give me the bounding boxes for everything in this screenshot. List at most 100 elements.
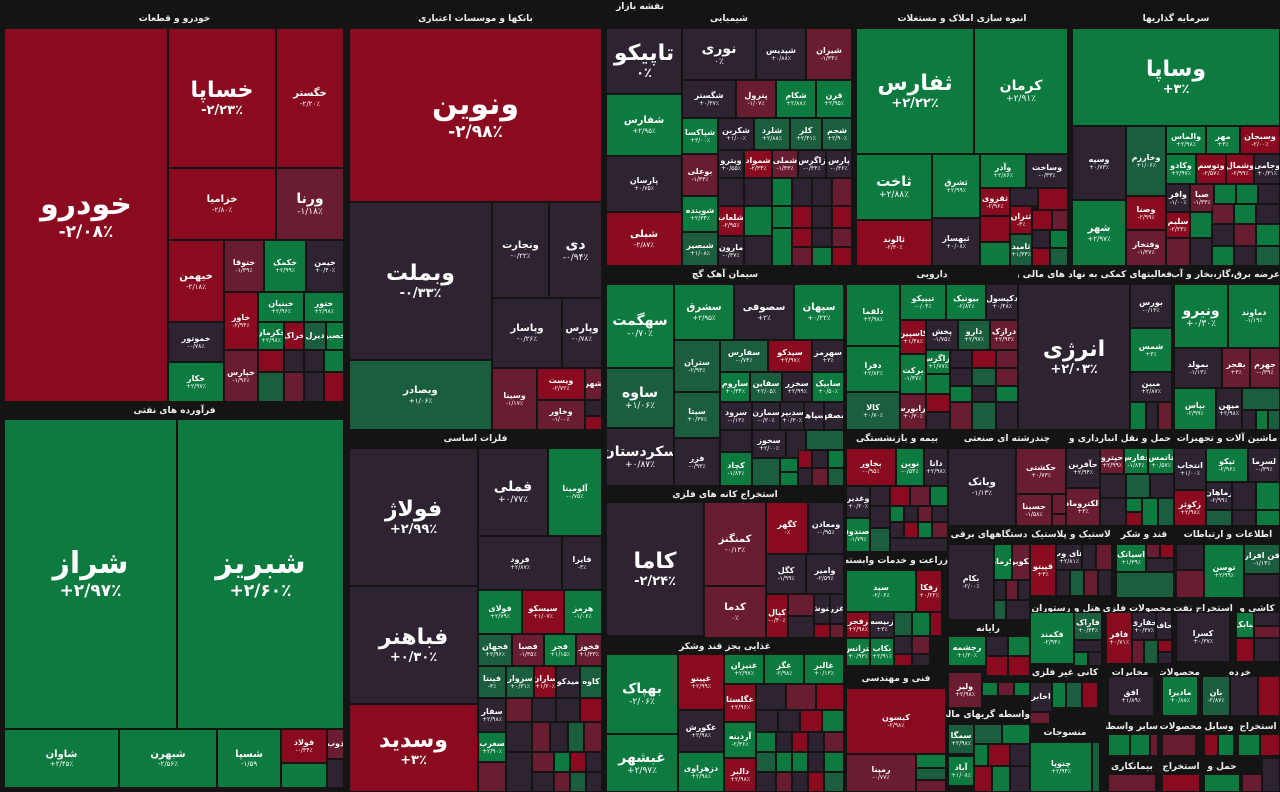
stock-tile[interactable]: ذوب <box>327 729 344 759</box>
stock-tile-small[interactable] <box>1074 652 1088 666</box>
stock-tile[interactable]: آلومینا -۰/۷۵٪ <box>548 448 602 536</box>
stock-tile[interactable]: سغرب +۲/۹۰٪ <box>478 732 506 762</box>
stock-tile-small[interactable] <box>994 580 1006 600</box>
stock-tile-small[interactable] <box>258 350 284 372</box>
stock-tile-small[interactable] <box>832 228 852 247</box>
stock-tile-small[interactable] <box>814 624 830 638</box>
stock-tile[interactable]: کاسپین+۱/۴۸٪ <box>900 320 926 354</box>
stock-tile-small[interactable] <box>1256 510 1280 526</box>
stock-tile-small[interactable] <box>1162 774 1200 792</box>
stock-tile-small[interactable] <box>1132 640 1144 664</box>
stock-tile[interactable]: نبابک <box>1236 612 1254 638</box>
stock-tile-small[interactable] <box>986 656 1008 676</box>
stock-tile-small[interactable] <box>778 710 800 732</box>
stock-tile[interactable]: ثتران -۳٪ <box>1010 206 1032 234</box>
stock-tile-small[interactable] <box>812 450 828 468</box>
stock-tile-small[interactable] <box>980 216 1010 242</box>
stock-tile-small[interactable] <box>756 772 776 792</box>
stock-tile[interactable]: میهن +۲/۹۸٪ <box>1216 388 1242 430</box>
stock-tile-small[interactable] <box>1258 184 1280 204</box>
stock-tile[interactable]: فولاژ +۲/۹۹٪ <box>349 448 478 586</box>
stock-tile[interactable]: ثبهساز +۰/۰۸٪ <box>932 218 980 266</box>
stock-tile-small[interactable] <box>1130 402 1146 430</box>
stock-tile-small[interactable] <box>1082 544 1096 570</box>
stock-tile-small[interactable] <box>808 772 824 792</box>
stock-tile-small[interactable] <box>926 412 950 430</box>
stock-tile[interactable]: فباهنر +۰/۳۰٪ <box>349 586 478 704</box>
stock-tile-small[interactable] <box>798 450 812 468</box>
stock-tile[interactable]: بترانس+۰/۹۳٪ <box>846 638 870 666</box>
stock-tile[interactable]: وسبحان -۲/۰۰٪ <box>1240 126 1280 154</box>
stock-tile[interactable]: ونیرو +۰/۳۰٪ <box>1174 284 1228 348</box>
stock-tile-small[interactable] <box>870 486 890 506</box>
stock-tile-small[interactable] <box>1126 512 1142 526</box>
stock-tile-small[interactable] <box>506 698 532 722</box>
stock-tile-small[interactable] <box>780 458 798 472</box>
stock-tile-small[interactable] <box>1262 758 1280 792</box>
stock-tile[interactable]: ختوقا -۱/۳۹٪ <box>224 240 264 292</box>
stock-tile-small[interactable] <box>1268 410 1280 430</box>
stock-tile-small[interactable] <box>1008 636 1030 656</box>
stock-tile-small[interactable] <box>832 206 852 228</box>
stock-tile[interactable]: حفاری +۰/۳۷٪ <box>1132 612 1156 640</box>
stock-tile[interactable]: سفارس -۰/۷۴٪ <box>720 340 768 372</box>
stock-tile[interactable]: برکت -۱/۳۷٪ <box>900 354 926 394</box>
stock-tile[interactable]: صبا -۱/۳۳٪ <box>1190 184 1214 212</box>
stock-tile-small[interactable] <box>1238 734 1260 756</box>
stock-tile[interactable]: وبانک -۱/۱۳٪ <box>948 448 1016 526</box>
stock-tile[interactable]: بکاب +۲/۹۱٪ <box>870 638 894 666</box>
stock-tile-small[interactable] <box>788 594 814 616</box>
stock-tile-small[interactable] <box>586 752 602 772</box>
stock-tile[interactable]: وامیر -۲/۵۹٪ <box>806 554 844 594</box>
stock-tile[interactable]: شبلی -۲/۸۷٪ <box>606 212 682 266</box>
stock-tile-small[interactable] <box>1088 652 1102 666</box>
stock-tile[interactable]: آباد +۱/۰۸٪ <box>948 756 974 786</box>
stock-tile-small[interactable] <box>506 722 532 752</box>
stock-tile-small[interactable] <box>828 450 844 468</box>
stock-tile[interactable]: کگل -۱/۹۹٪ <box>766 554 806 594</box>
stock-tile[interactable]: سخوز +۲/۰۰٪ <box>752 430 786 458</box>
stock-tile-small[interactable] <box>1234 246 1256 266</box>
stock-tile[interactable]: شکربن +۱/۰۰٪ <box>718 118 754 150</box>
stock-tile[interactable]: شاوان +۲/۴۵٪ <box>4 729 119 788</box>
stock-tile[interactable]: انتخاب +۱/۰۰٪ <box>1174 448 1206 490</box>
stock-tile-small[interactable] <box>532 772 554 792</box>
stock-tile-small[interactable] <box>890 522 904 538</box>
stock-tile-small[interactable] <box>1002 724 1030 744</box>
stock-tile-small[interactable] <box>556 698 580 722</box>
stock-tile[interactable]: وسینا -۱/۱۷٪ <box>492 368 537 430</box>
stock-tile-small[interactable] <box>894 612 912 636</box>
stock-tile-small[interactable] <box>912 612 930 636</box>
stock-tile[interactable]: شپاکسا +۳/۰۰٪ <box>682 118 718 154</box>
stock-tile[interactable]: درازک +۲/۹۳٪ <box>990 320 1018 350</box>
stock-tile-small[interactable] <box>816 684 844 710</box>
stock-tile[interactable]: سپهان +۰/۲۲٪ <box>794 284 844 340</box>
stock-tile-small[interactable] <box>988 744 1010 766</box>
stock-tile-small[interactable] <box>792 247 812 266</box>
stock-tile[interactable]: تیپیکو -۰/۰۴٪ <box>900 284 946 320</box>
stock-tile[interactable]: فرابورس+۰/۳۰٪ <box>900 394 926 430</box>
stock-tile[interactable]: فن افزار -۱/۱۴٪ <box>1244 544 1280 574</box>
stock-tile[interactable]: قرن +۲/۹۵٪ <box>816 80 852 118</box>
stock-tile-small[interactable] <box>776 752 792 772</box>
stock-tile-small[interactable] <box>756 684 786 710</box>
stock-tile[interactable]: پکرمان <box>994 544 1012 580</box>
stock-tile-small[interactable] <box>812 468 828 486</box>
stock-tile[interactable]: وفتخار -۱/۳۷٪ <box>1126 230 1166 266</box>
stock-tile-small[interactable] <box>304 372 324 402</box>
stock-tile-small[interactable] <box>570 772 586 792</box>
stock-tile[interactable]: جهرم -۰/۳۹٪ <box>1250 348 1280 388</box>
stock-tile-small[interactable] <box>1052 210 1068 230</box>
stock-tile[interactable]: هرمز -۱/۰۶٪ <box>564 590 602 634</box>
stock-tile[interactable]: پارسان +۰/۷۵٪ <box>606 156 682 212</box>
stock-tile-small[interactable] <box>554 772 570 792</box>
stock-tile-small[interactable] <box>324 350 344 372</box>
stock-tile[interactable]: شگستر +۰/۳۷٪ <box>682 80 736 118</box>
stock-tile[interactable]: ثامید +۱/۳۳٪ <box>1010 234 1032 266</box>
stock-tile[interactable]: شهر +۲/۹۷٪ <box>1072 200 1126 266</box>
stock-tile-small[interactable] <box>1214 184 1236 204</box>
stock-tile-small[interactable] <box>930 612 942 636</box>
stock-tile-small[interactable] <box>1232 482 1256 510</box>
stock-tile[interactable]: دماوند -۱/۱۹٪ <box>1228 284 1280 348</box>
stock-tile[interactable]: سهگمت -۰/۷۰٪ <box>606 284 674 368</box>
